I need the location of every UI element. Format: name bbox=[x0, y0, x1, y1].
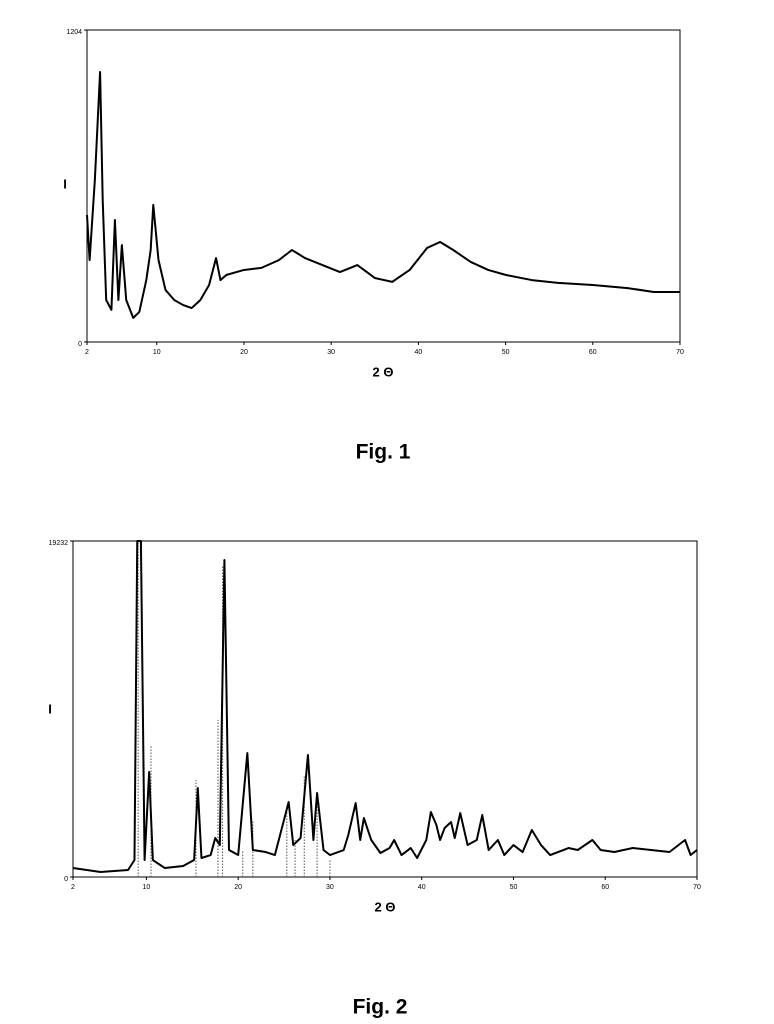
plot-frame bbox=[73, 541, 697, 877]
x-axis-label: 2 Θ bbox=[373, 364, 394, 379]
x-tick-label: 60 bbox=[601, 884, 609, 891]
x-tick-label: 70 bbox=[693, 884, 701, 891]
x-tick-label: 2 bbox=[85, 349, 89, 356]
plot-frame bbox=[87, 30, 680, 342]
diffraction-line bbox=[87, 72, 680, 318]
figure-caption: Fig. 2 bbox=[353, 996, 408, 1019]
y-axis-label: I bbox=[48, 701, 52, 716]
x-tick-label: 20 bbox=[240, 349, 248, 356]
y-tick-label: 19232 bbox=[49, 540, 69, 547]
page: {"chart_data": [ {"type": "line", "xlabe… bbox=[0, 0, 774, 1024]
x-tick-label: 30 bbox=[327, 349, 335, 356]
x-tick-label: 50 bbox=[502, 349, 510, 356]
y-tick-label: 1204 bbox=[66, 29, 82, 36]
y-axis-label: I bbox=[63, 176, 67, 191]
x-tick-label: 30 bbox=[326, 884, 334, 891]
x-tick-label: 50 bbox=[510, 884, 518, 891]
x-axis-label: 2 Θ bbox=[375, 899, 396, 914]
x-tick-label: 40 bbox=[414, 349, 422, 356]
x-tick-label: 60 bbox=[589, 349, 597, 356]
x-tick-label: 70 bbox=[676, 349, 684, 356]
x-tick-label: 2 bbox=[71, 884, 75, 891]
y-tick-label: 0 bbox=[78, 341, 82, 348]
diffraction-line bbox=[73, 541, 697, 872]
x-tick-label: 20 bbox=[234, 884, 242, 891]
y-tick-label: 0 bbox=[64, 876, 68, 883]
figure-caption: Fig. 1 bbox=[356, 441, 411, 464]
x-tick-label: 40 bbox=[418, 884, 426, 891]
x-tick-label: 10 bbox=[153, 349, 161, 356]
x-tick-label: 10 bbox=[143, 884, 151, 891]
figure-sheet: 2 10 20 30 40 50 60 70 0 1204 I 2 Θ Fig. 1 2 10 20 30 40 5… bbox=[0, 0, 774, 1024]
